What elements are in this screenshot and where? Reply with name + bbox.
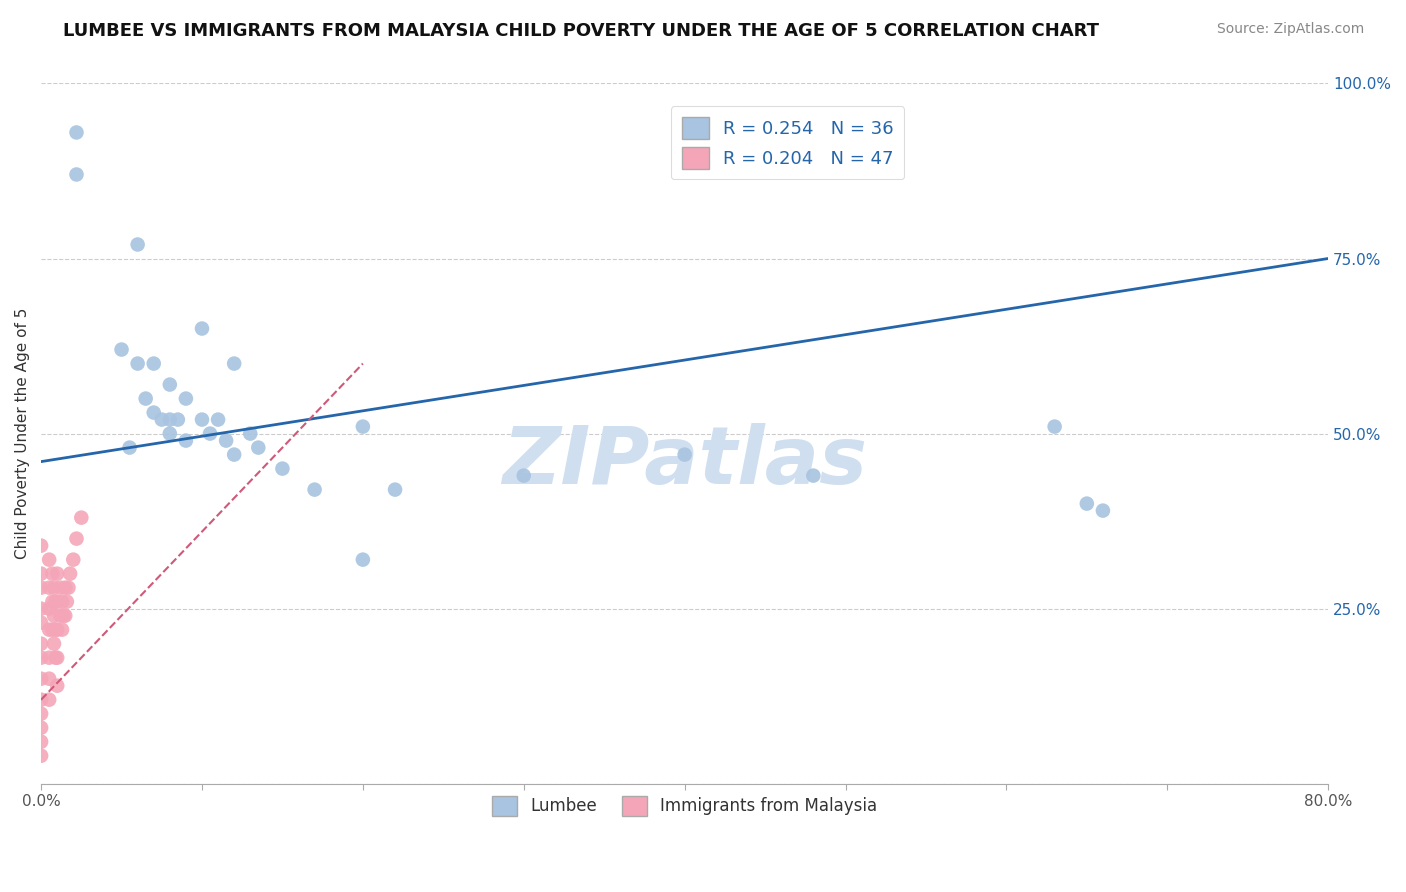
Point xyxy=(56,595,79,609)
Point xyxy=(150,412,173,426)
Point xyxy=(46,650,69,665)
Point xyxy=(30,706,52,721)
Point xyxy=(352,552,374,566)
Point xyxy=(30,601,52,615)
Point xyxy=(70,510,93,524)
Point xyxy=(52,608,75,623)
Point xyxy=(38,692,60,706)
Point xyxy=(110,343,132,357)
Point xyxy=(45,595,67,609)
Point xyxy=(352,419,374,434)
Point xyxy=(513,468,536,483)
Text: Source: ZipAtlas.com: Source: ZipAtlas.com xyxy=(1216,22,1364,37)
Point xyxy=(41,566,63,581)
Point xyxy=(30,721,52,735)
Point xyxy=(30,581,52,595)
Point xyxy=(30,748,52,763)
Point xyxy=(30,615,52,630)
Point xyxy=(30,692,52,706)
Point xyxy=(49,608,72,623)
Point xyxy=(38,601,60,615)
Point xyxy=(46,679,69,693)
Point xyxy=(38,581,60,595)
Point xyxy=(1091,503,1114,517)
Point xyxy=(38,623,60,637)
Point xyxy=(65,532,87,546)
Point xyxy=(45,623,67,637)
Point xyxy=(174,392,197,406)
Point xyxy=(46,595,69,609)
Point xyxy=(30,735,52,749)
Point xyxy=(38,650,60,665)
Point xyxy=(38,552,60,566)
Point xyxy=(159,412,181,426)
Point xyxy=(30,539,52,553)
Text: ZIPatlas: ZIPatlas xyxy=(502,423,868,500)
Point xyxy=(58,581,80,595)
Point xyxy=(198,426,221,441)
Point xyxy=(53,581,76,595)
Point xyxy=(49,581,72,595)
Point xyxy=(159,377,181,392)
Legend: Lumbee, Immigrants from Malaysia: Lumbee, Immigrants from Malaysia xyxy=(484,788,886,824)
Point xyxy=(142,406,165,420)
Point xyxy=(30,650,52,665)
Point xyxy=(42,608,65,623)
Point xyxy=(38,672,60,686)
Point xyxy=(65,125,87,139)
Point xyxy=(30,637,52,651)
Point xyxy=(215,434,238,448)
Point xyxy=(159,426,181,441)
Point xyxy=(135,392,157,406)
Point xyxy=(42,581,65,595)
Point xyxy=(42,637,65,651)
Point xyxy=(45,650,67,665)
Point xyxy=(191,412,214,426)
Point xyxy=(239,426,262,441)
Text: LUMBEE VS IMMIGRANTS FROM MALAYSIA CHILD POVERTY UNDER THE AGE OF 5 CORRELATION : LUMBEE VS IMMIGRANTS FROM MALAYSIA CHILD… xyxy=(63,22,1099,40)
Point xyxy=(1076,497,1098,511)
Point xyxy=(247,441,270,455)
Point xyxy=(224,357,246,371)
Point xyxy=(30,672,52,686)
Point xyxy=(384,483,406,497)
Point xyxy=(53,608,76,623)
Point xyxy=(191,321,214,335)
Point xyxy=(142,357,165,371)
Point xyxy=(62,552,84,566)
Point xyxy=(118,441,141,455)
Point xyxy=(127,357,149,371)
Point xyxy=(30,566,52,581)
Point xyxy=(41,595,63,609)
Point xyxy=(41,623,63,637)
Point xyxy=(59,566,82,581)
Point xyxy=(46,566,69,581)
Point xyxy=(1043,419,1066,434)
Point xyxy=(801,468,824,483)
Point xyxy=(304,483,326,497)
Point xyxy=(174,434,197,448)
Point xyxy=(166,412,188,426)
Point xyxy=(51,595,73,609)
Point xyxy=(224,448,246,462)
Point xyxy=(207,412,229,426)
Point xyxy=(65,168,87,182)
Point xyxy=(46,623,69,637)
Y-axis label: Child Poverty Under the Age of 5: Child Poverty Under the Age of 5 xyxy=(15,308,30,559)
Point xyxy=(127,237,149,252)
Point xyxy=(673,448,696,462)
Point xyxy=(51,623,73,637)
Point xyxy=(271,461,294,475)
